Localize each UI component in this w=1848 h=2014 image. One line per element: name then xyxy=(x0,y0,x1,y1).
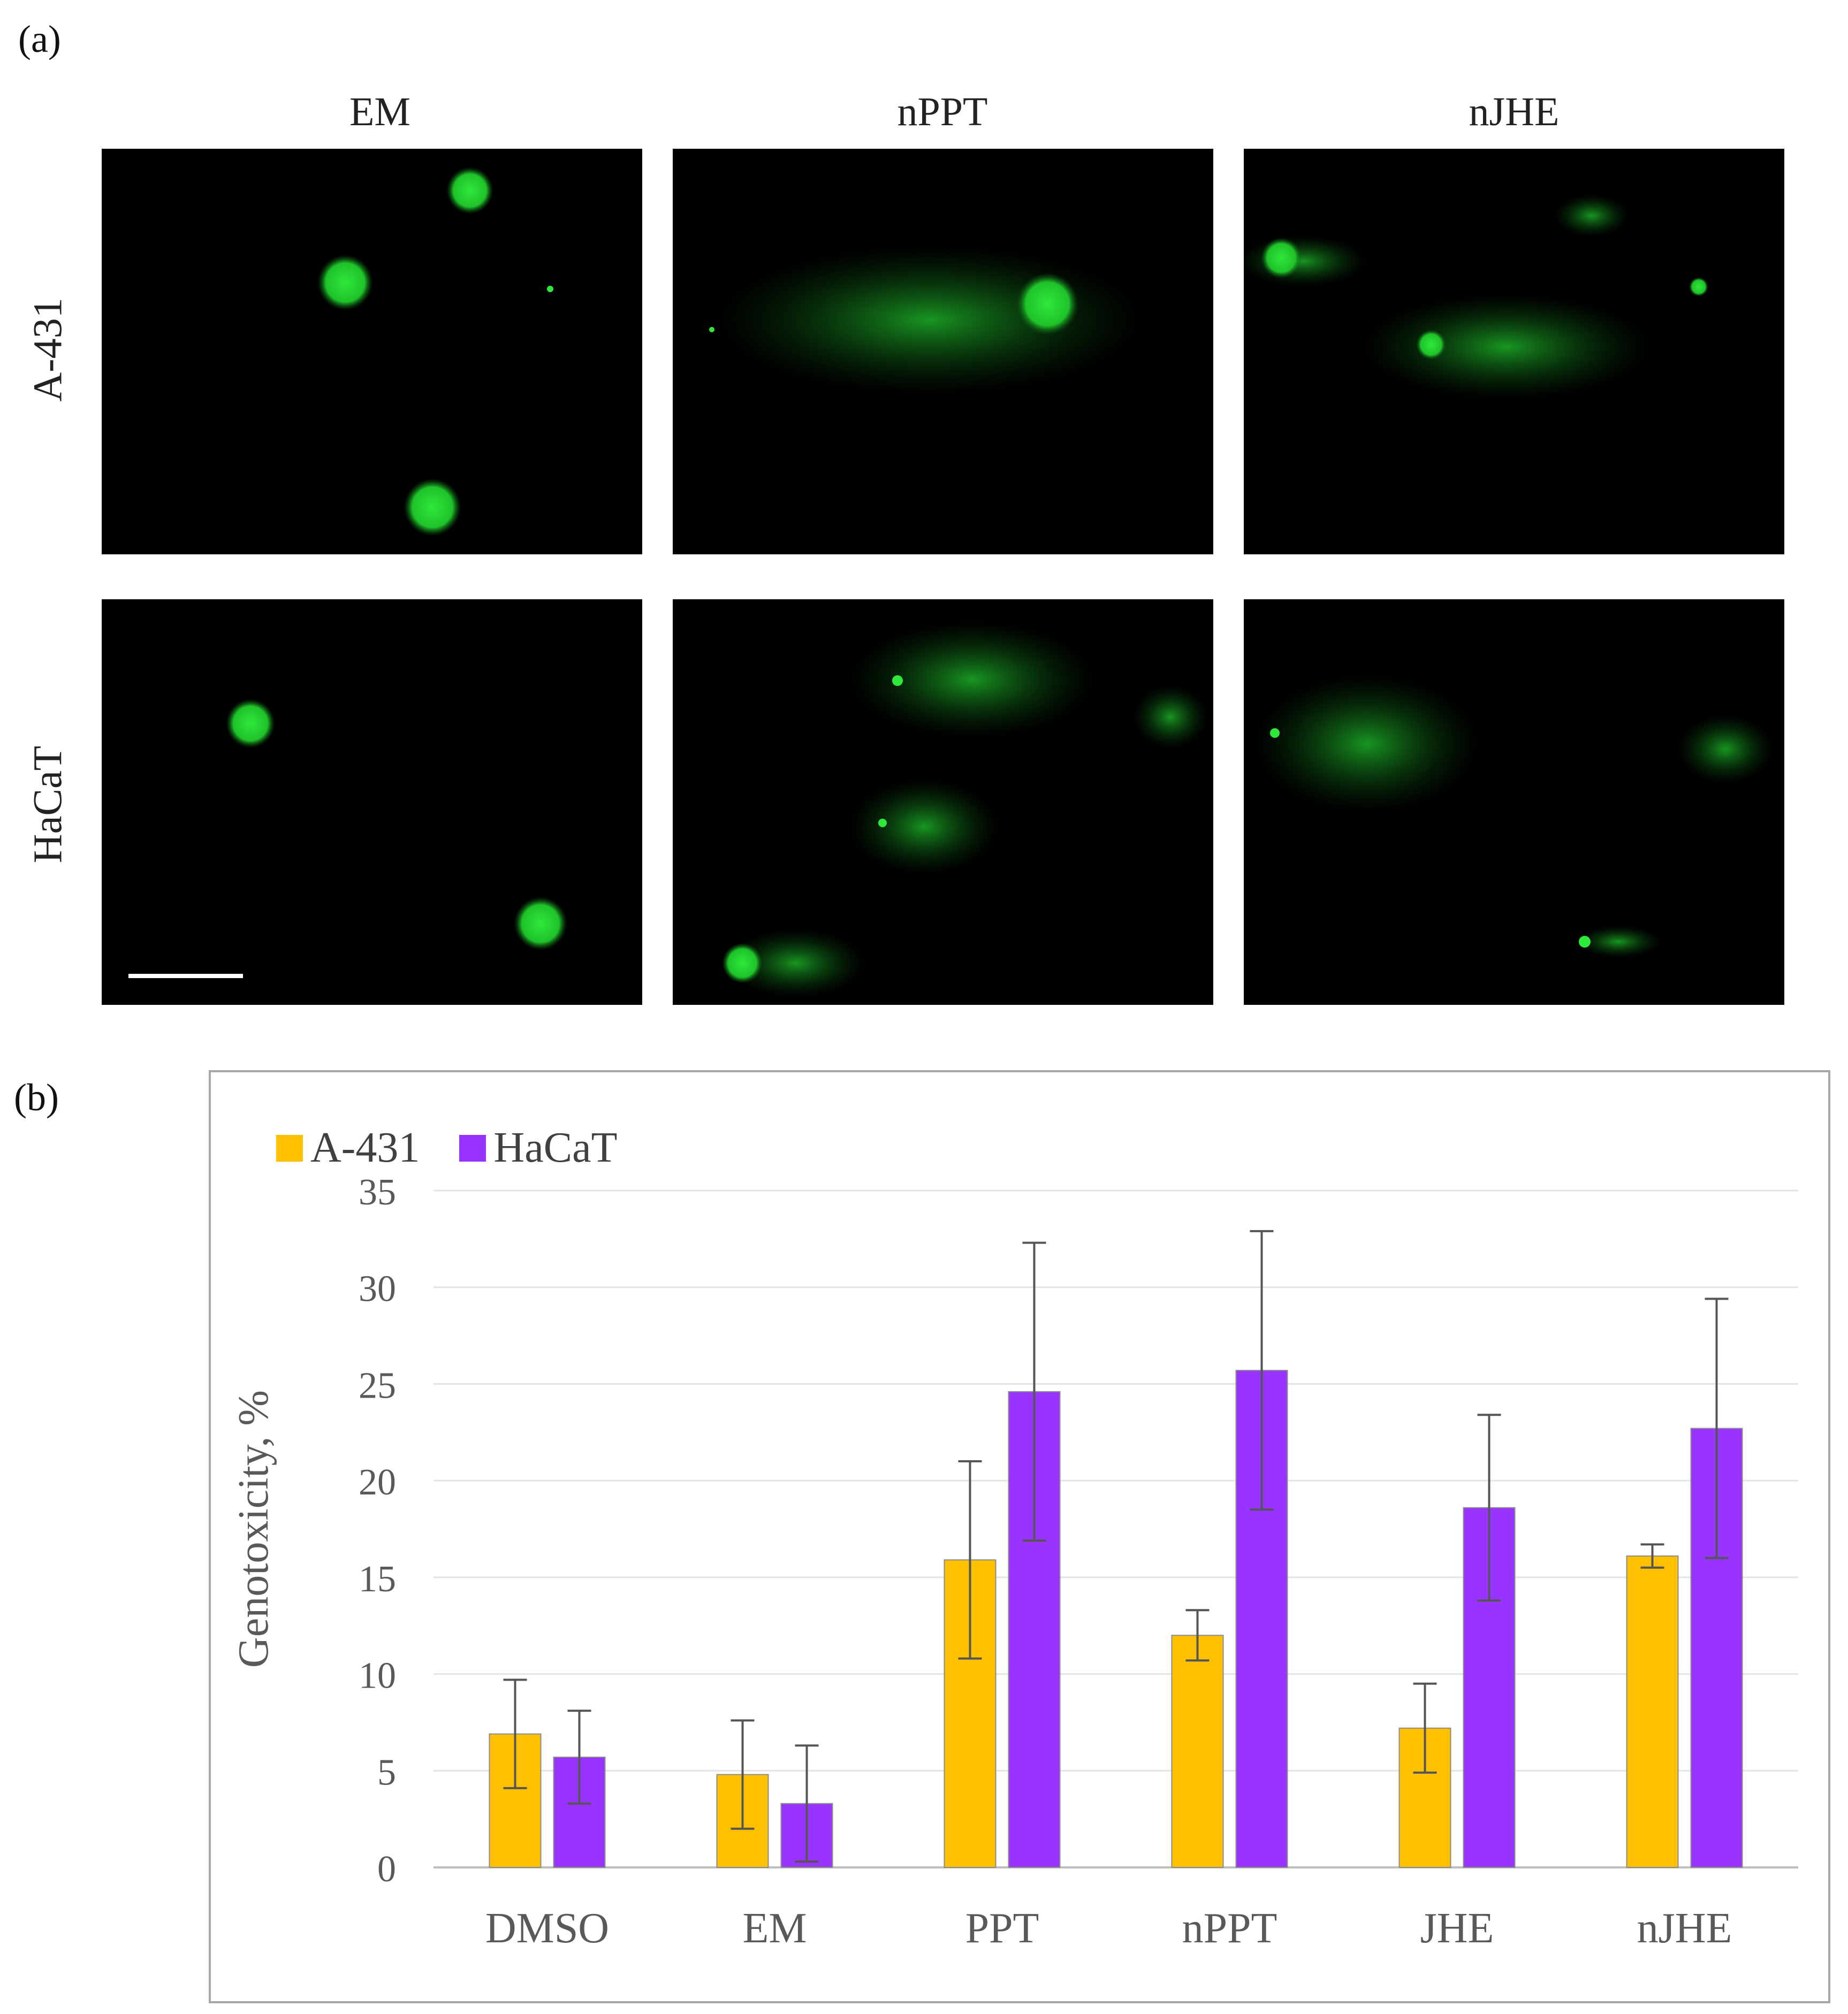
comet-head xyxy=(226,699,275,748)
x-tick-label: DMSO xyxy=(485,1905,609,1952)
comet-tail xyxy=(1576,926,1661,958)
comet-tail xyxy=(1677,714,1774,784)
panel-a-label: (a) xyxy=(18,18,61,60)
bar-a-431 xyxy=(1626,1555,1679,1868)
y-tick-label: 25 xyxy=(359,1365,396,1406)
y-tick-label: 15 xyxy=(359,1559,396,1600)
column-label-nppt: nPPT xyxy=(897,89,988,134)
comet-tail xyxy=(1554,194,1629,237)
legend-item-hacat: HaCaT xyxy=(459,1124,617,1172)
comet-head xyxy=(1689,277,1708,296)
comet-head xyxy=(514,897,567,950)
legend-swatch-a431 xyxy=(276,1134,303,1162)
comet-head xyxy=(317,255,373,310)
comet-head xyxy=(1016,273,1078,335)
comet-tail xyxy=(1133,685,1208,749)
comet-tail xyxy=(1254,674,1479,813)
x-tick-label: EM xyxy=(743,1905,807,1952)
comet-tail xyxy=(726,928,865,998)
comet-head xyxy=(722,943,763,983)
comet-tail xyxy=(849,621,1096,738)
legend-label-hacat: HaCaT xyxy=(493,1124,618,1171)
y-tick-label: 10 xyxy=(359,1656,396,1697)
micrograph-hacat-em xyxy=(102,599,642,1005)
comet-head xyxy=(1416,330,1446,360)
x-tick-label: nJHE xyxy=(1637,1905,1732,1952)
y-axis-label: Genotoxicity, % xyxy=(230,1390,277,1668)
y-tick-label: 0 xyxy=(377,1849,396,1890)
column-label-njhe: nJHE xyxy=(1469,89,1560,134)
column-label-em: EM xyxy=(349,89,410,134)
x-tick-label: PPT xyxy=(965,1905,1039,1952)
comet-head xyxy=(446,167,493,214)
panel-b-label: (b) xyxy=(14,1076,59,1119)
legend-swatch-hacat xyxy=(459,1134,486,1162)
y-tick-label: 20 xyxy=(359,1462,396,1503)
micrograph-a431-njhe xyxy=(1244,149,1784,554)
micrograph-hacat-njhe xyxy=(1244,599,1784,1005)
x-tick-label: JHE xyxy=(1420,1905,1494,1952)
micrograph-a431-nppt xyxy=(673,149,1213,554)
x-tick-label: nPPT xyxy=(1182,1905,1277,1952)
bar-hacat xyxy=(1463,1507,1516,1868)
y-tick-label: 30 xyxy=(359,1269,396,1310)
bar-a-431 xyxy=(1171,1635,1224,1868)
chart-legend: A-431 HaCaT xyxy=(276,1124,644,1172)
legend-item-a431: A-431 xyxy=(276,1124,420,1172)
y-tick-label: 5 xyxy=(377,1752,396,1793)
comet-tail xyxy=(1362,293,1651,400)
comet-head xyxy=(1261,238,1302,278)
comet-head xyxy=(404,478,461,536)
legend-label-a431: A-431 xyxy=(310,1124,420,1171)
comet-tail xyxy=(849,779,999,875)
micrograph-a431-em xyxy=(102,149,642,554)
micrograph-hacat-nppt xyxy=(673,599,1213,1005)
y-tick-label: 35 xyxy=(359,1172,396,1213)
